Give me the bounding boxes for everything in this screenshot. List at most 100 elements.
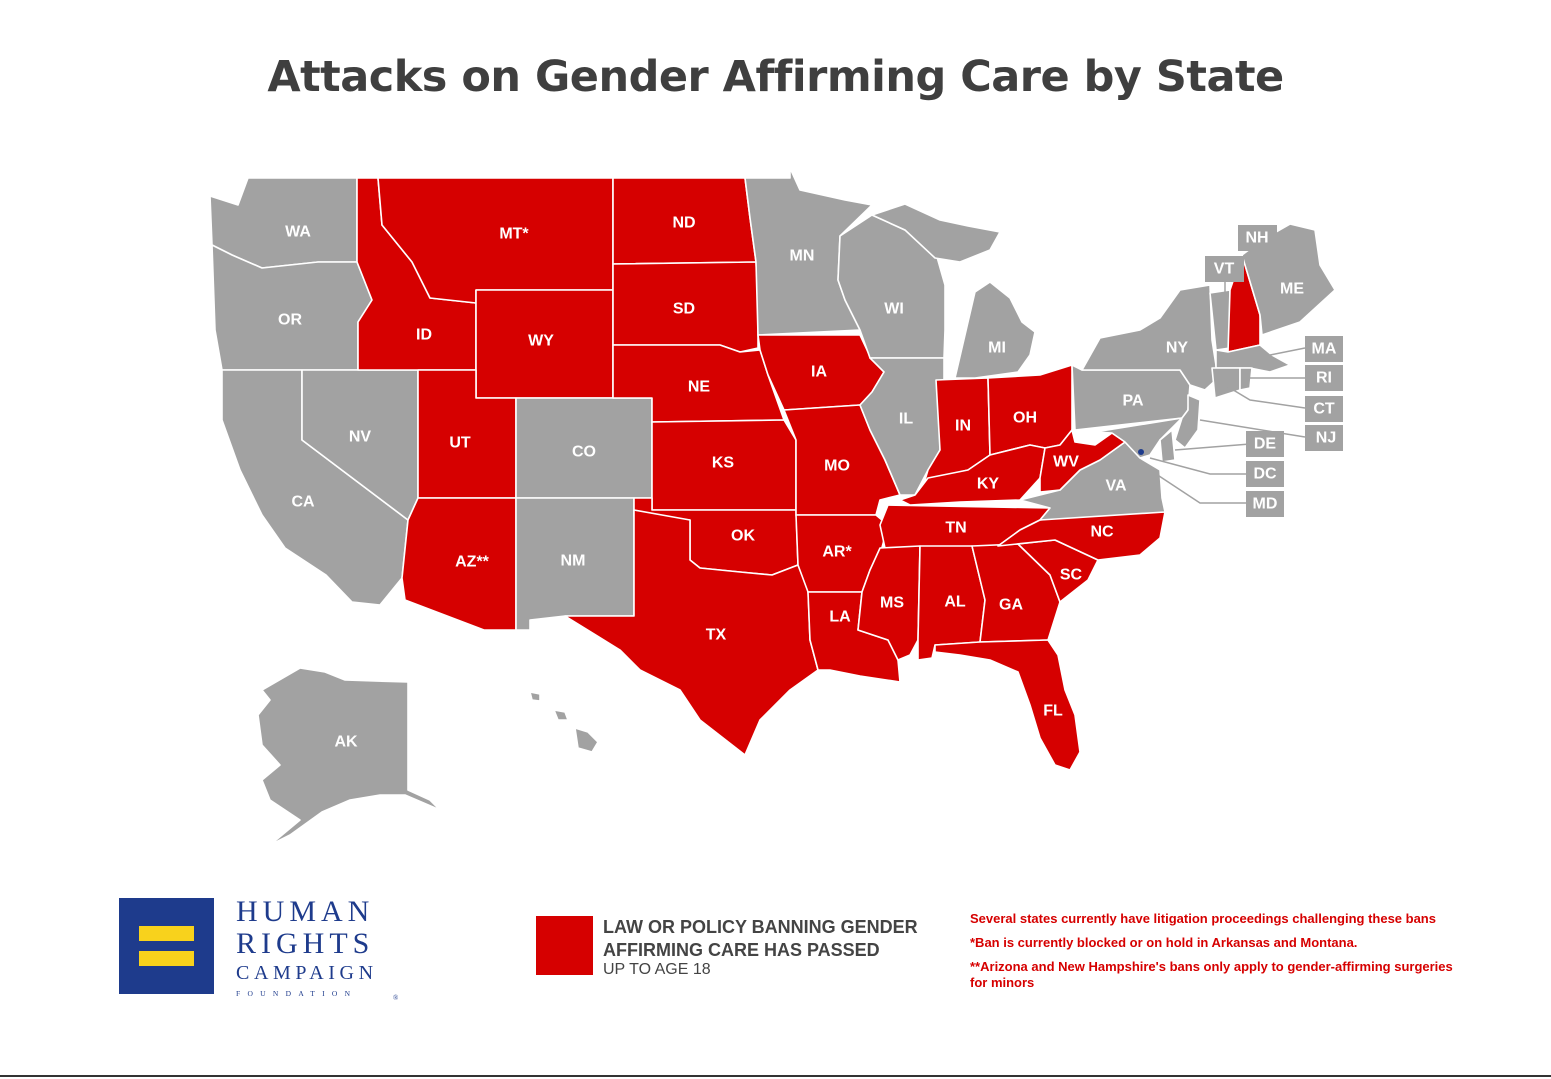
state-ri[interactable] bbox=[1239, 367, 1253, 391]
label-ak: AK bbox=[334, 734, 358, 751]
label-md: MD bbox=[1253, 496, 1278, 513]
footnotes: Several states currently have litigation… bbox=[970, 911, 1470, 999]
label-co: CO bbox=[572, 444, 596, 461]
legend-label-line1: LAW OR POLICY BANNING GENDER bbox=[603, 917, 918, 937]
state-ak[interactable] bbox=[257, 667, 471, 846]
label-mo: MO bbox=[824, 458, 850, 475]
label-nm: NM bbox=[561, 553, 586, 570]
state-tx[interactable] bbox=[564, 509, 819, 756]
label-pa: PA bbox=[1122, 393, 1143, 410]
label-nh: NH bbox=[1245, 230, 1268, 247]
label-az: AZ** bbox=[455, 554, 490, 571]
state-mi[interactable] bbox=[954, 281, 1036, 379]
label-mt: MT* bbox=[499, 226, 529, 243]
org-line-2: RIGHTS bbox=[236, 927, 375, 960]
label-vt: VT bbox=[1214, 261, 1235, 278]
note-litigation: Several states currently have litigation… bbox=[970, 911, 1436, 926]
logo-bar-bottom bbox=[139, 951, 194, 966]
label-ia: IA bbox=[811, 364, 827, 381]
label-wv: WV bbox=[1053, 454, 1079, 471]
label-ks: KS bbox=[712, 455, 735, 472]
label-mi: MI bbox=[988, 340, 1006, 357]
label-ca: CA bbox=[291, 494, 315, 511]
state-hi-oahu[interactable] bbox=[529, 691, 541, 702]
logo-bar-top bbox=[139, 926, 194, 941]
state-nc[interactable] bbox=[997, 511, 1166, 561]
org-line-4: FOUNDATION bbox=[236, 989, 358, 998]
note-surgeries: **Arizona and New Hampshire's bans only … bbox=[970, 959, 1453, 990]
label-wa: WA bbox=[285, 224, 311, 241]
legend-swatch-banned bbox=[536, 916, 593, 975]
state-hi-big-island[interactable] bbox=[574, 727, 599, 753]
callout-box-ct bbox=[1305, 396, 1343, 422]
callout-box-nj bbox=[1305, 425, 1343, 451]
label-nj: NJ bbox=[1316, 430, 1336, 447]
label-il: IL bbox=[899, 411, 913, 428]
state-mi-upper[interactable] bbox=[871, 203, 1001, 263]
label-ct: CT bbox=[1313, 401, 1335, 418]
label-ar: AR* bbox=[822, 544, 852, 561]
label-in: IN bbox=[955, 418, 971, 435]
label-al: AL bbox=[944, 594, 966, 611]
label-ny: NY bbox=[1166, 340, 1189, 357]
callout-box-ma bbox=[1305, 336, 1343, 362]
label-de: DE bbox=[1254, 436, 1277, 453]
org-line-3: CAMPAIGN bbox=[236, 962, 378, 984]
state-hi-maui[interactable] bbox=[553, 709, 569, 721]
label-oh: OH bbox=[1013, 410, 1037, 427]
label-ut: UT bbox=[449, 435, 471, 452]
map-title: Attacks on Gender Affirming Care by Stat… bbox=[267, 52, 1284, 102]
callout-box-vt bbox=[1205, 256, 1244, 282]
state-nj[interactable] bbox=[1174, 394, 1201, 449]
callout-box-dc bbox=[1246, 461, 1284, 487]
legend-text: LAW OR POLICY BANNING GENDER AFFIRMING C… bbox=[603, 916, 918, 979]
label-ga: GA bbox=[999, 597, 1023, 614]
label-ok: OK bbox=[731, 528, 755, 545]
callout-box-de bbox=[1246, 431, 1284, 457]
state-de[interactable] bbox=[1159, 429, 1176, 463]
label-wy: WY bbox=[528, 333, 554, 350]
state-vt[interactable] bbox=[1209, 289, 1231, 351]
callout-box-md bbox=[1246, 491, 1284, 517]
label-or: OR bbox=[278, 312, 302, 329]
state-fl[interactable] bbox=[934, 639, 1081, 771]
label-tn: TN bbox=[945, 520, 966, 537]
state-ct[interactable] bbox=[1211, 367, 1241, 399]
label-nc: NC bbox=[1090, 524, 1114, 541]
label-ms: MS bbox=[880, 595, 904, 612]
label-ma: MA bbox=[1312, 341, 1337, 358]
label-nv: NV bbox=[349, 429, 372, 446]
org-wordmark: HUMAN RIGHTS CAMPAIGN FOUNDATION ® bbox=[236, 895, 398, 1002]
dc-dot bbox=[1138, 449, 1144, 455]
label-va: VA bbox=[1105, 478, 1126, 495]
legend-label-line2: AFFIRMING CARE HAS PASSED bbox=[603, 940, 880, 960]
callout-box-ri bbox=[1305, 365, 1343, 391]
bottom-rule bbox=[0, 1075, 1551, 1077]
state-md[interactable] bbox=[1094, 417, 1183, 459]
callout-boxes bbox=[1205, 225, 1343, 517]
org-line-1: HUMAN bbox=[236, 895, 375, 928]
legend-sublabel: UP TO AGE 18 bbox=[603, 961, 711, 978]
label-me: ME bbox=[1280, 281, 1304, 298]
note-blocked: *Ban is currently blocked or on hold in … bbox=[970, 935, 1358, 950]
label-wi: WI bbox=[884, 301, 904, 318]
label-fl: FL bbox=[1043, 703, 1063, 720]
label-sd: SD bbox=[673, 301, 695, 318]
org-registered-mark: ® bbox=[393, 994, 399, 1002]
hrc-logo bbox=[119, 898, 214, 994]
state-ny[interactable] bbox=[1081, 284, 1219, 391]
callout-lines bbox=[1149, 248, 1306, 504]
label-dc: DC bbox=[1253, 466, 1277, 483]
label-ky: KY bbox=[977, 476, 1000, 493]
callout-box-nh bbox=[1238, 225, 1277, 251]
state-labels: WA OR CA NV ID MT* WY UT CO AZ** NM ND S… bbox=[278, 215, 1337, 751]
label-la: LA bbox=[829, 609, 851, 626]
label-ri: RI bbox=[1316, 370, 1332, 387]
label-sc: SC bbox=[1060, 567, 1083, 584]
state-ky[interactable] bbox=[899, 444, 1046, 506]
label-tx: TX bbox=[706, 627, 727, 644]
label-nd: ND bbox=[672, 215, 695, 232]
state-ne[interactable] bbox=[612, 344, 785, 423]
label-id: ID bbox=[416, 327, 432, 344]
